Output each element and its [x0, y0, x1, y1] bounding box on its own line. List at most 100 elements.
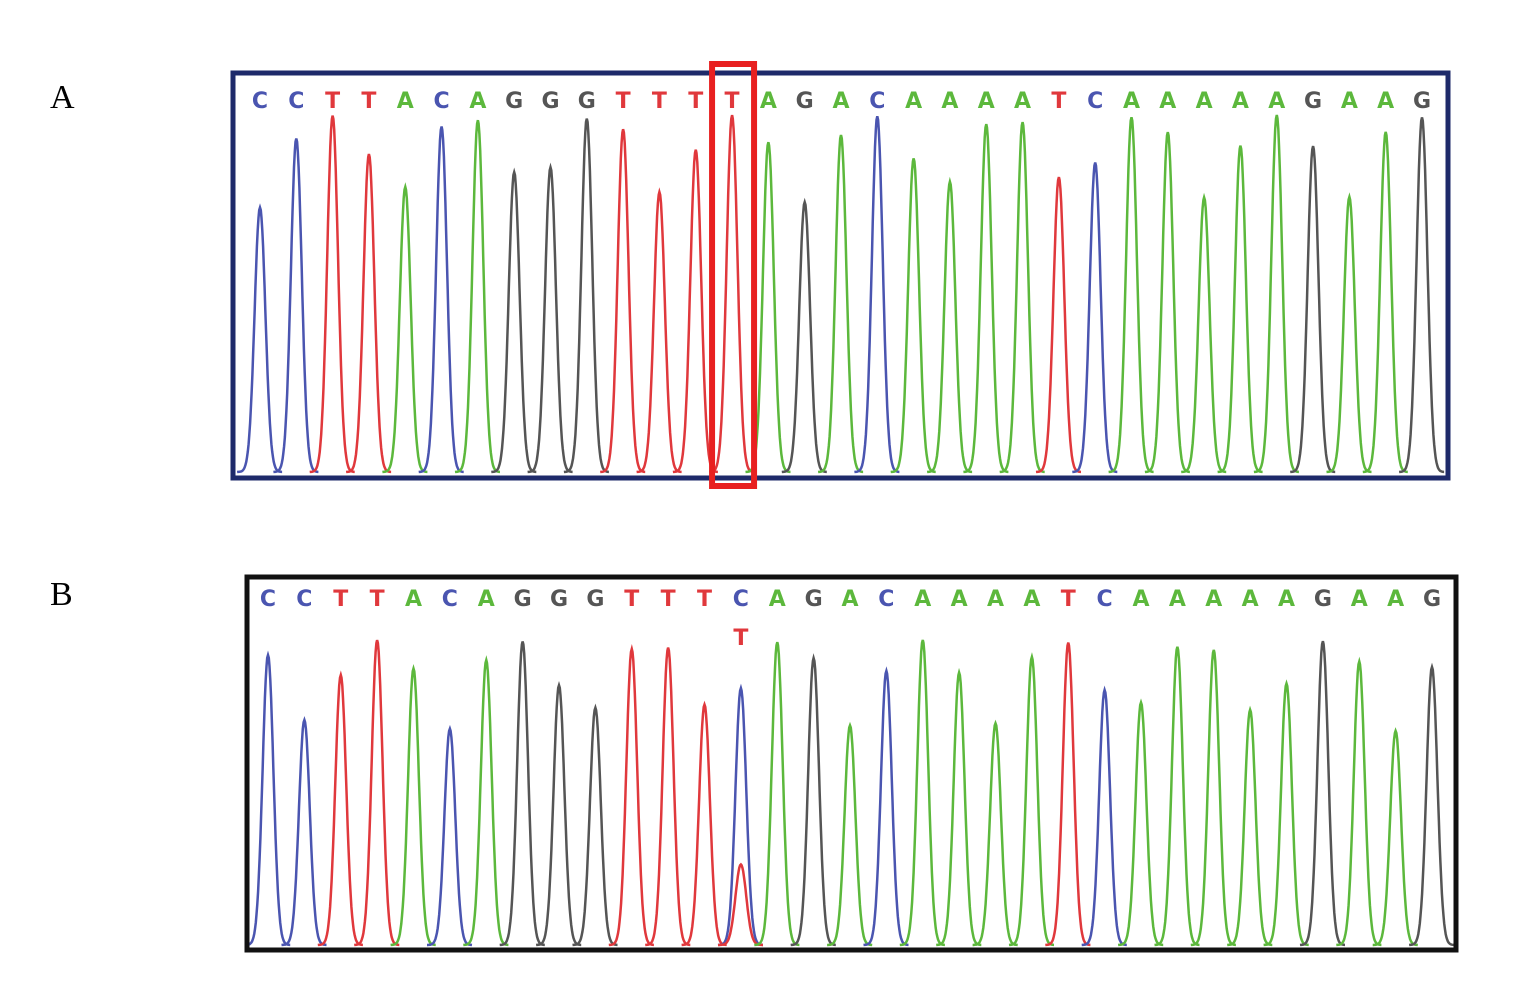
trace-peak — [827, 721, 873, 947]
base-call: G — [1304, 89, 1322, 114]
base-call: C — [260, 587, 276, 612]
trace-peak — [1190, 649, 1236, 947]
base-call: G — [1413, 89, 1431, 114]
trace-peak — [390, 663, 436, 947]
trace-peak — [317, 670, 363, 947]
base-call: A — [1169, 587, 1186, 612]
base-call: A — [1123, 89, 1140, 114]
trace-peak — [1408, 662, 1455, 947]
base-call: C — [288, 89, 304, 114]
base-call: A — [1341, 89, 1358, 114]
trace-peak — [1227, 705, 1273, 947]
trace-peak — [1181, 192, 1227, 474]
base-call: A — [405, 587, 422, 612]
trace-peak — [1398, 117, 1445, 474]
trace-peak — [600, 128, 646, 474]
base-call: A — [1268, 89, 1285, 114]
trace-peak — [963, 123, 1009, 474]
base-call: G — [578, 89, 596, 114]
base-call: A — [1023, 587, 1040, 612]
base-call: A — [951, 587, 968, 612]
highlight-box — [709, 61, 758, 489]
base-call: C — [252, 89, 268, 114]
trace-peak — [273, 138, 319, 474]
trace-peak — [563, 118, 609, 474]
trace-peak — [926, 176, 973, 474]
trace-peak — [1117, 698, 1164, 947]
base-call: T — [725, 89, 740, 114]
trace-peak — [636, 187, 682, 474]
base-call: C — [296, 587, 312, 612]
trace-peak — [645, 647, 691, 947]
trace-peak — [1154, 646, 1200, 947]
base-call: A — [1232, 89, 1249, 114]
trace-peak — [244, 650, 291, 947]
base-call: A — [1196, 89, 1213, 114]
panel-frame — [230, 70, 1451, 481]
base-call: A — [1387, 587, 1404, 612]
trace-peak — [1081, 685, 1127, 947]
base-call: T — [1051, 89, 1066, 114]
trace-peak — [1217, 145, 1263, 474]
trace-peak — [890, 158, 936, 474]
trace-peak — [281, 715, 327, 947]
base-call: C — [1097, 587, 1113, 612]
trace-peak — [681, 700, 727, 947]
base-call: G — [586, 587, 604, 612]
base-call: T — [624, 587, 639, 612]
trace-peak — [1035, 176, 1081, 474]
base-call: T — [1061, 587, 1076, 612]
trace-peak — [781, 197, 827, 474]
trace-peak — [572, 703, 618, 947]
base-call: A — [987, 587, 1004, 612]
trace-peak — [345, 153, 392, 474]
base-call: A — [1351, 587, 1368, 612]
base-call: A — [905, 89, 922, 114]
trace-peak — [454, 119, 500, 474]
panel-label: B — [50, 576, 73, 613]
base-call: T — [688, 89, 703, 114]
base-call: G — [805, 587, 823, 612]
trace-peak — [309, 115, 355, 474]
base-call: A — [914, 587, 931, 612]
trace-peak — [999, 121, 1045, 474]
trace-peak — [1045, 642, 1091, 947]
base-call: C — [433, 89, 449, 114]
base-call: A — [478, 587, 495, 612]
trace-peak — [899, 639, 945, 947]
trace-peak — [535, 681, 582, 947]
base-call: G — [514, 587, 532, 612]
base-call: C — [878, 587, 894, 612]
trace-peak — [499, 641, 545, 947]
base-call: T — [325, 89, 340, 114]
trace-peak — [1008, 652, 1054, 947]
trace-peak — [527, 162, 573, 474]
trace-peak — [790, 653, 836, 947]
base-call: G — [1314, 587, 1332, 612]
trace-peak — [972, 719, 1018, 947]
base-call: A — [841, 587, 858, 612]
base-call: A — [769, 587, 786, 612]
base-call: A — [1014, 89, 1031, 114]
trace-peak — [717, 683, 763, 947]
trace-peak — [491, 167, 537, 474]
base-call: A — [1278, 587, 1295, 612]
trace-peak — [608, 644, 654, 947]
base-call: G — [505, 89, 523, 114]
base-call: G — [1423, 587, 1441, 612]
trace-peak — [1144, 131, 1190, 474]
trace-peak — [817, 134, 864, 474]
trace-peak — [1362, 131, 1408, 474]
panel-frame — [244, 574, 1459, 953]
base-call: C — [442, 587, 458, 612]
trace-peak — [418, 126, 464, 474]
base-call: A — [1377, 89, 1394, 114]
trace-peak — [1108, 117, 1154, 474]
trace-peak — [936, 667, 982, 947]
trace-peak — [854, 116, 900, 474]
base-call: A — [1159, 89, 1176, 114]
trace-peak — [1299, 640, 1345, 947]
base-call: A — [1205, 587, 1222, 612]
